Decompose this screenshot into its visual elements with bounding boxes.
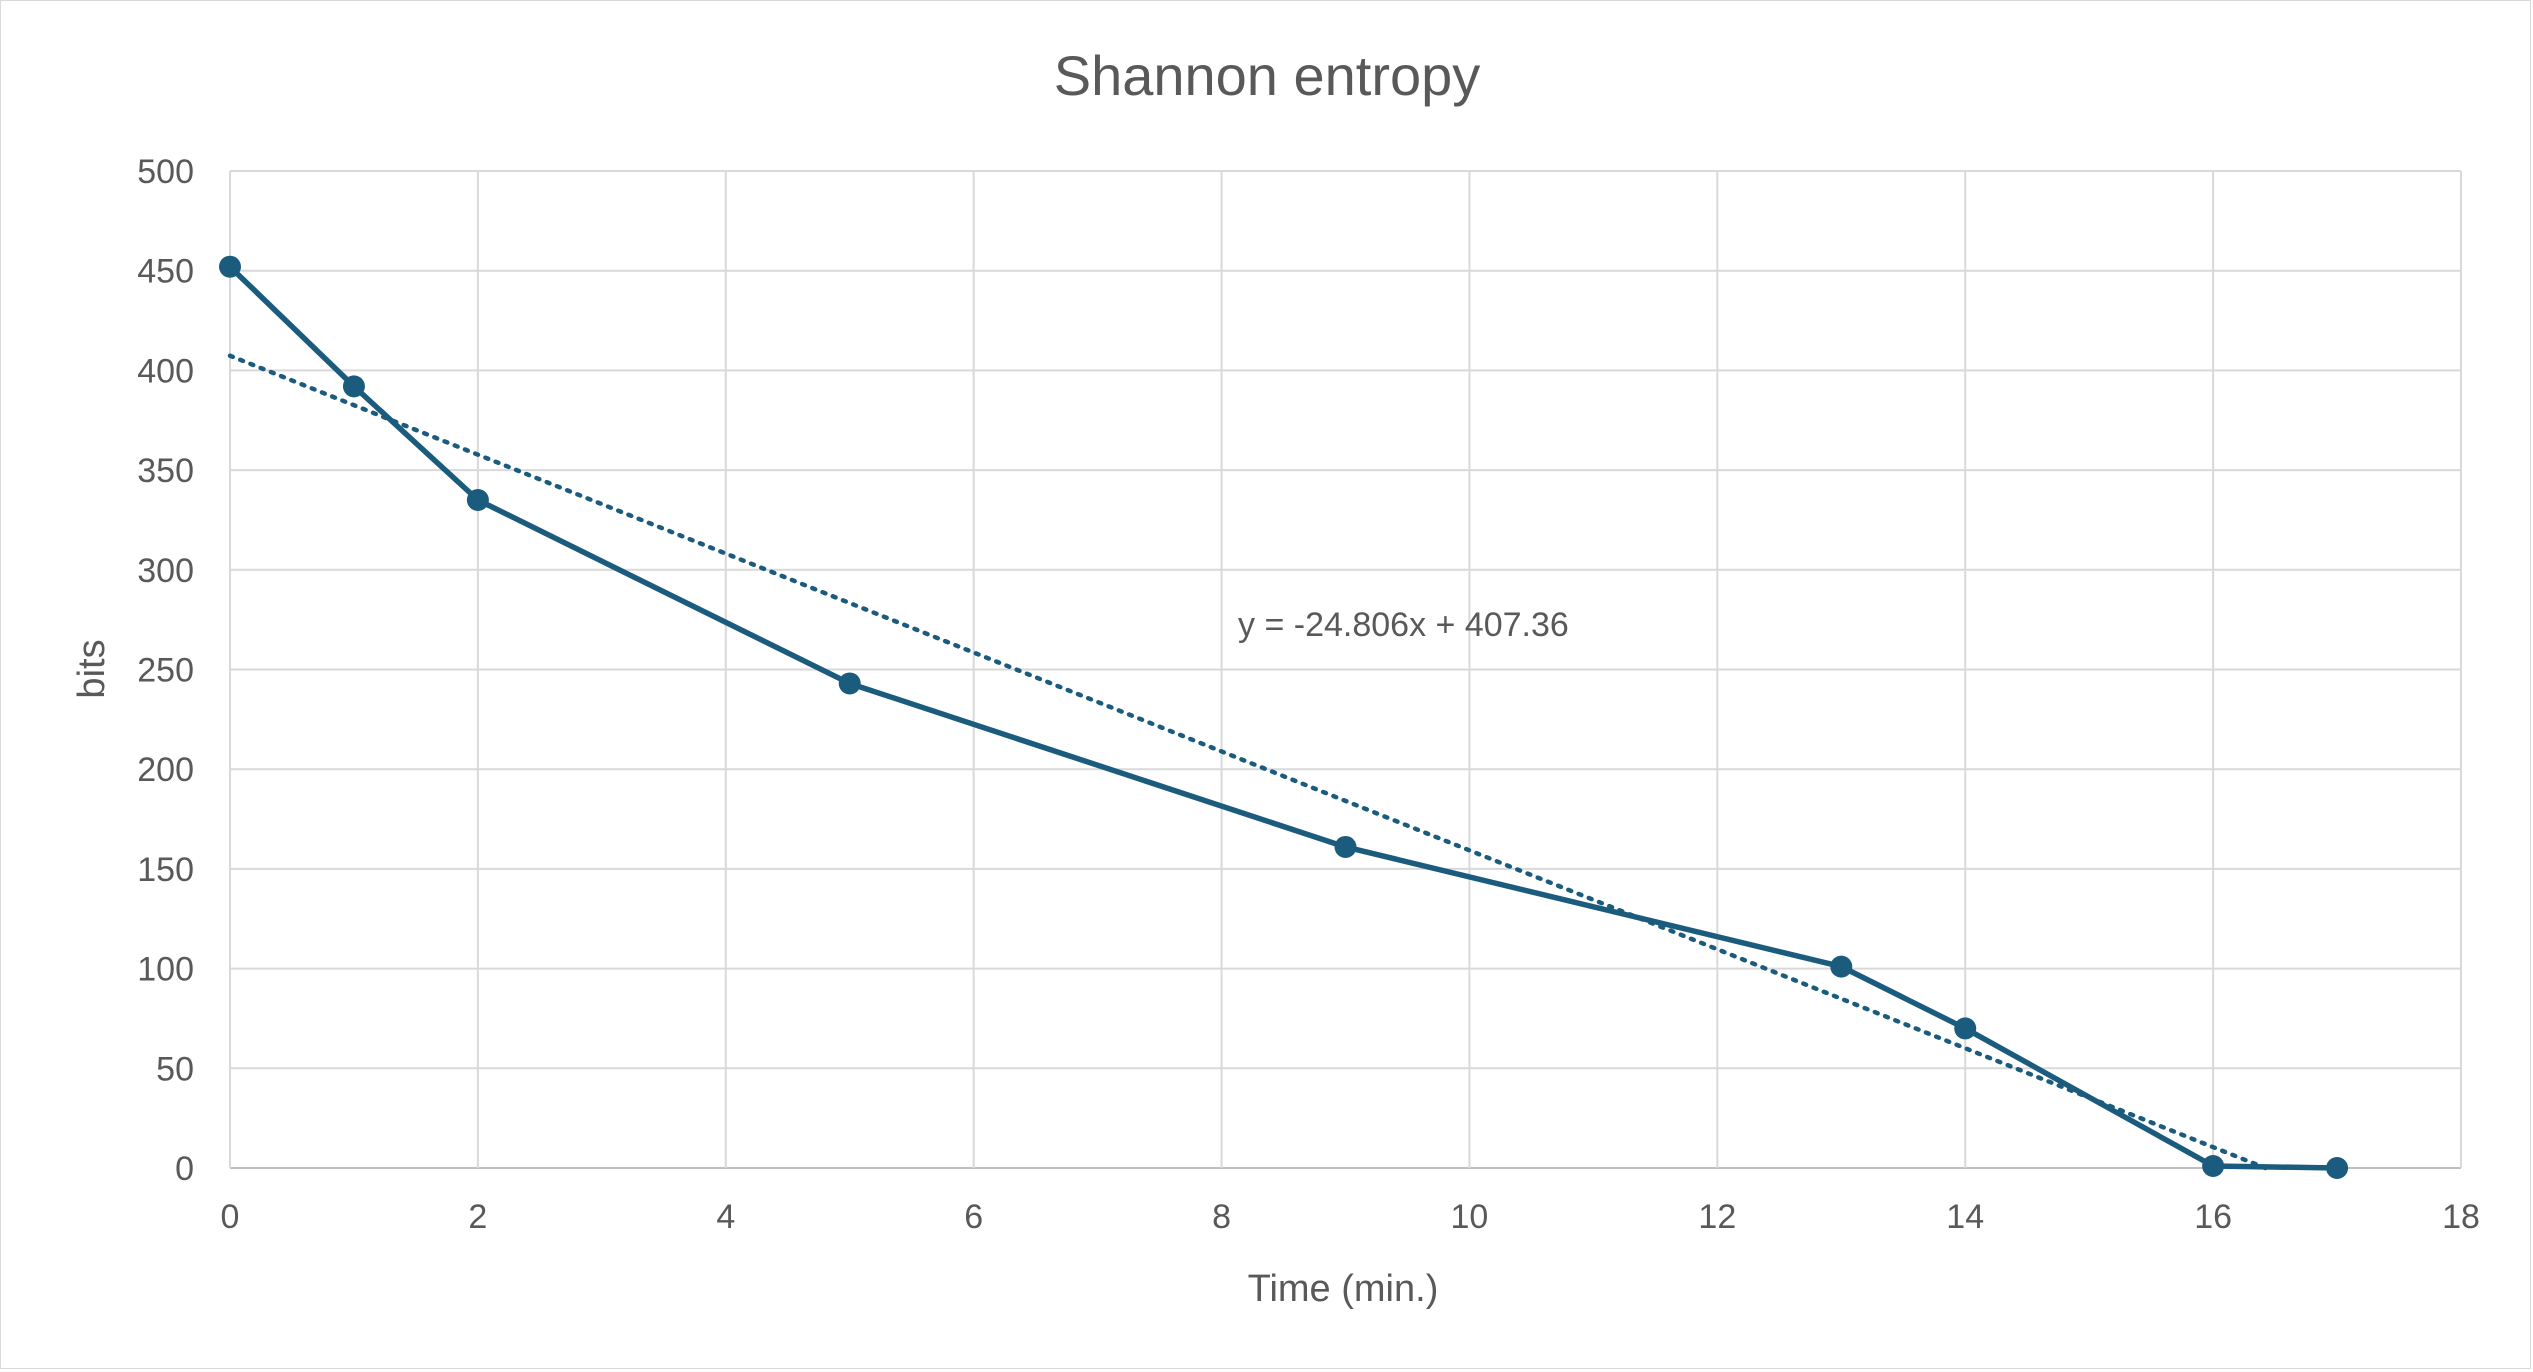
y-tick-label: 350 [137,452,194,490]
x-tick-label: 12 [1698,1198,1736,1236]
x-tick-label: 0 [221,1198,240,1236]
y-tick-label: 400 [137,352,194,390]
series-line [228,264,2338,1171]
chart-title: Shannon entropy [1054,44,1481,107]
x-axis-title: Time (min.) [1248,1268,1439,1310]
x-tick-label: 2 [468,1198,487,1236]
x-tick-label: 6 [964,1198,983,1236]
y-tick-label: 450 [137,253,194,291]
data-point [2326,1157,2349,1179]
data-point [1954,1017,1977,1040]
data-point [342,375,365,398]
y-tick-label: 0 [175,1150,194,1188]
y-tick-label: 50 [156,1050,194,1088]
tick-labels: 0 50 100 150 200 250 300 350 400 450 500 0 2 4 6 8 10 12 1… [137,153,2480,1236]
trendline-equation: y = -24.806x + 407.36 [1238,606,1569,644]
data-point [838,672,861,695]
trendline [227,353,2268,1171]
y-axis-title: bits [71,639,113,698]
y-tick-label: 300 [137,552,194,590]
data-point [466,489,489,512]
y-tick-label: 150 [137,851,194,889]
trendline-line [227,353,2268,1171]
y-tick-label: 250 [137,652,194,690]
x-tick-label: 18 [2442,1198,2480,1236]
x-tick-label: 10 [1451,1198,1489,1236]
data-series [219,255,2349,1179]
data-point [219,255,241,278]
data-point [2202,1155,2225,1178]
y-tick-label: 200 [137,751,194,789]
x-tick-label: 4 [716,1198,735,1236]
data-point [1830,955,1853,978]
y-tick-label: 100 [137,951,194,989]
x-tick-label: 16 [2194,1198,2232,1236]
gridlines [229,170,2462,1169]
data-point [1334,835,1357,858]
y-tick-label: 500 [137,153,194,191]
x-tick-label: 14 [1946,1198,1984,1236]
x-tick-label: 8 [1212,1198,1231,1236]
